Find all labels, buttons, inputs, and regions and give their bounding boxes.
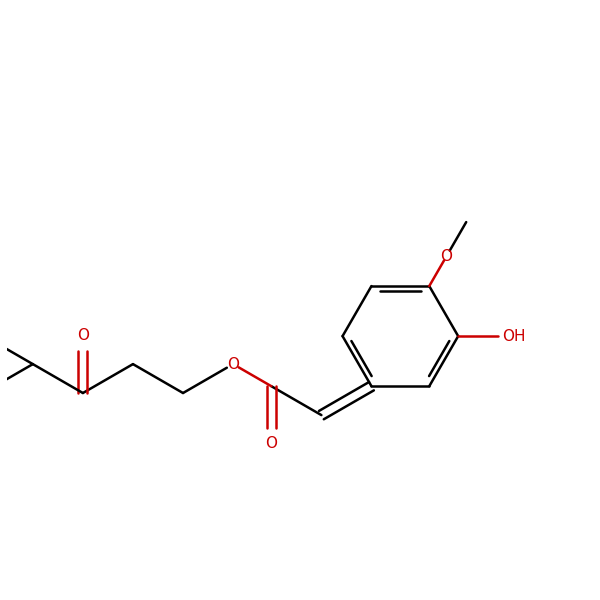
Text: O: O (265, 436, 277, 451)
Text: O: O (227, 356, 239, 371)
Text: O: O (77, 328, 89, 343)
Text: O: O (440, 250, 452, 265)
Text: OH: OH (502, 329, 526, 344)
